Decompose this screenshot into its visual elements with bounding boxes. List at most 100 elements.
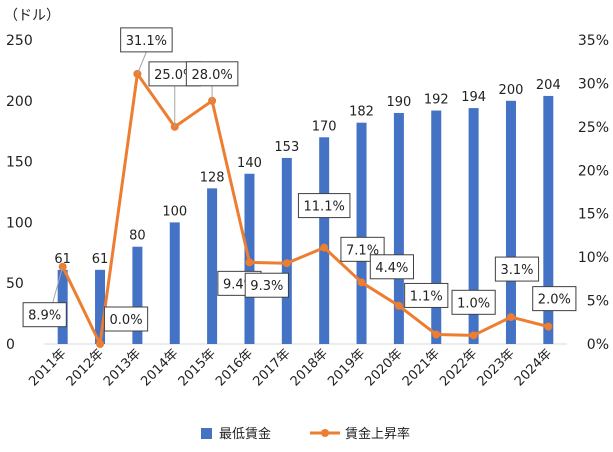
- legend-bar-swatch: [201, 428, 212, 439]
- line-data-label: 1.0%: [457, 296, 490, 311]
- x-tick-label: 2016年: [213, 346, 256, 389]
- x-tick-label: 2014年: [138, 346, 181, 389]
- y-right-tick-label: 35%: [578, 33, 609, 49]
- legend: 最低賃金 賃金上昇率: [201, 426, 410, 442]
- y-left-axis: 0 50 100 150 200 250: [6, 33, 33, 353]
- line-data-labels: 8.9% 0.0%31.1%25.0%28.0%9.4%9.3%11.1%7.1%…: [22, 27, 577, 332]
- x-tick-label: 2013年: [101, 346, 144, 389]
- bar: [281, 157, 292, 344]
- line-marker: [170, 122, 179, 131]
- callout-box: [120, 27, 173, 53]
- y-right-tick-label: 10%: [578, 250, 609, 266]
- x-tick-label: 2023年: [475, 346, 518, 389]
- line-series: [58, 69, 553, 348]
- bar: [505, 100, 516, 344]
- line-data-label: 25.0%: [154, 68, 195, 83]
- callout-box: [22, 302, 67, 328]
- x-tick-label: 2024年: [512, 346, 555, 389]
- callout-box: [185, 61, 239, 87]
- line-data-label: 31.1%: [126, 34, 167, 49]
- x-tick-label: 2019年: [325, 346, 368, 389]
- line-data-label: 9.3%: [250, 279, 283, 294]
- bar-value-label: 194: [461, 90, 486, 105]
- line-data-label: 1.1%: [410, 289, 443, 304]
- bar: [393, 112, 404, 345]
- callout-box: [244, 272, 289, 298]
- line-marker: [432, 330, 441, 339]
- x-tick-label: 2017年: [250, 346, 293, 389]
- line-marker: [58, 262, 67, 271]
- line-marker: [357, 278, 366, 287]
- legend-line-marker: [321, 429, 329, 437]
- growth-rate-line: [61, 72, 549, 346]
- y-left-tick-label: 200: [6, 94, 33, 110]
- line-marker: [320, 243, 329, 252]
- line-data-label: 11.1%: [304, 200, 345, 215]
- y-left-tick-label: 100: [6, 215, 33, 231]
- legend-bar-label: 最低賃金: [219, 426, 271, 442]
- x-tick-label: 2011年: [26, 346, 69, 389]
- y-right-tick-label: 0%: [587, 337, 609, 353]
- callout-leader: [136, 51, 147, 75]
- bar-value-label: 192: [424, 93, 449, 108]
- callout-box: [369, 254, 414, 280]
- x-tick-label: 2020年: [363, 346, 406, 389]
- callout-box: [404, 282, 449, 308]
- bar-value-label: 61: [92, 252, 109, 267]
- y-right-tick-label: 25%: [578, 120, 609, 136]
- line-data-label: 0.0%: [110, 313, 143, 328]
- y-left-tick-label: 0: [6, 337, 15, 353]
- bar-value-label: 182: [349, 105, 374, 120]
- legend-line-label: 賃金上昇率: [345, 426, 410, 442]
- callout-box: [532, 286, 577, 312]
- x-tick-label: 2018年: [288, 346, 331, 389]
- bar-value-label: 128: [200, 170, 225, 185]
- bar-value-label: 200: [499, 83, 524, 98]
- x-tick-label: 2015年: [176, 346, 219, 389]
- x-tick-label: 2012年: [64, 346, 107, 389]
- bar-series: [57, 95, 554, 345]
- x-axis-labels: 2011年2012年2013年2014年2015年2016年2017年2018年…: [26, 346, 555, 389]
- callout-box: [297, 193, 351, 219]
- y-left-unit-label: （ドル）: [4, 8, 60, 24]
- bar-value-label: 61: [54, 252, 71, 267]
- bar: [431, 110, 442, 344]
- line-marker: [282, 259, 291, 268]
- y-right-tick-label: 20%: [578, 163, 609, 179]
- bar: [319, 137, 330, 344]
- y-right-axis: 0% 5% 10% 15% 20% 25% 30% 35%: [578, 33, 609, 353]
- y-right-tick-label: 15%: [578, 207, 609, 223]
- bar: [132, 246, 143, 344]
- y-left-tick-label: 50: [6, 276, 24, 292]
- line-marker: [96, 340, 105, 348]
- line-marker: [469, 331, 478, 340]
- bar: [468, 108, 479, 344]
- callout-box: [103, 306, 149, 332]
- line-data-label: 28.0%: [191, 68, 232, 83]
- x-tick-label: 2022年: [437, 346, 480, 389]
- y-right-tick-label: 5%: [587, 294, 609, 310]
- bar: [543, 95, 554, 344]
- callout-box: [451, 289, 496, 315]
- y-left-tick-label: 250: [6, 33, 33, 49]
- bar-value-label: 100: [162, 204, 187, 219]
- bar-value-label: 190: [386, 95, 411, 110]
- bar: [95, 269, 106, 344]
- bar-value-labels: 61 61 80 100 128 140 153 170 182 190 192 194 200 204: [54, 78, 560, 267]
- line-marker: [394, 301, 403, 310]
- y-right-tick-label: 30%: [578, 76, 609, 92]
- bar-value-label: 140: [237, 156, 262, 171]
- line-marker: [506, 313, 515, 322]
- callout-box: [494, 256, 540, 282]
- line-marker: [544, 322, 553, 331]
- line-marker: [245, 258, 254, 267]
- line-data-label: 3.1%: [500, 263, 533, 278]
- bar-value-label: 153: [274, 140, 299, 155]
- line-data-label: 4.4%: [375, 261, 408, 276]
- bar-value-label: 204: [536, 78, 561, 93]
- bar-value-label: 170: [312, 119, 337, 134]
- bar: [207, 188, 218, 344]
- line-data-label: 2.0%: [538, 293, 571, 308]
